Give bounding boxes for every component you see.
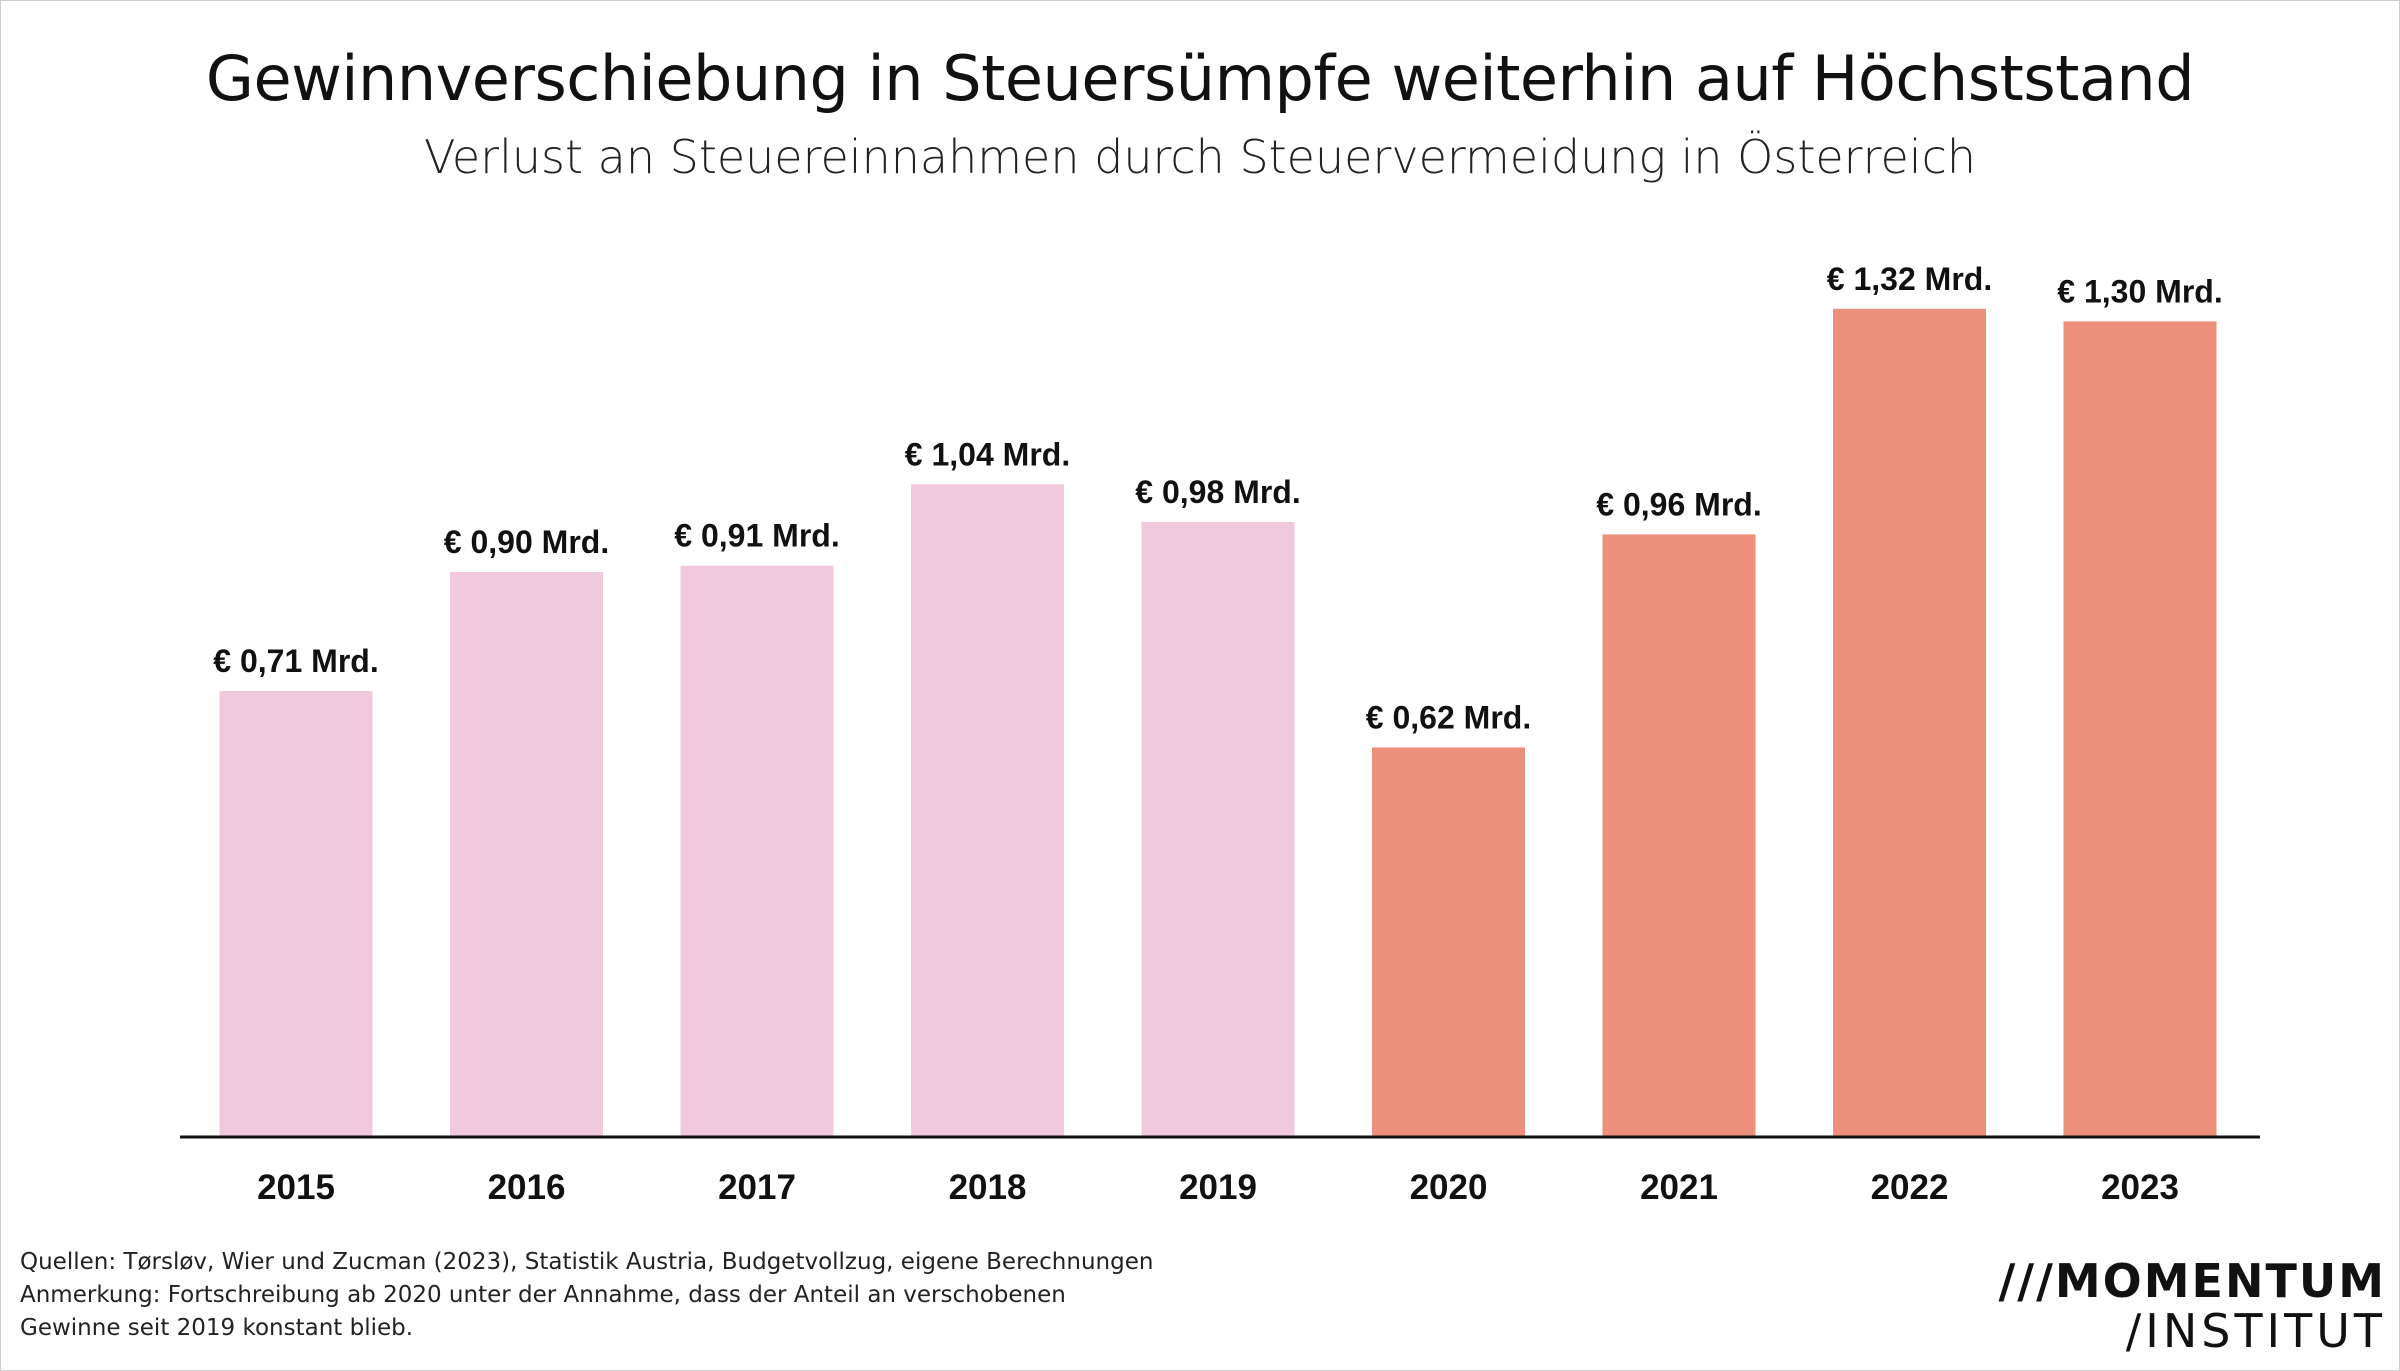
- data-label-2016: € 0,90 Mrd.: [444, 524, 609, 560]
- x-tick-label-2017: 2017: [718, 1168, 796, 1207]
- bars: [219, 308, 2217, 1136]
- data-label-2017: € 0,91 Mrd.: [674, 518, 839, 554]
- data-label-2020: € 0,62 Mrd.: [1366, 699, 1531, 735]
- x-tick-labels: 2015 2016 2017 2018 2019 2020 2021 2022 2023: [257, 1168, 2179, 1207]
- x-tick-label-2020: 2020: [1410, 1168, 1488, 1207]
- logo-word-1: MOMENTUM: [2054, 1254, 2386, 1308]
- momentum-institut-logo: ///MOMENTUM /INSTITUT: [1999, 1256, 2387, 1356]
- x-tick-label-2016: 2016: [488, 1168, 566, 1207]
- x-tick-label-2015: 2015: [257, 1168, 335, 1207]
- annotation-note-line-1: Anmerkung: Fortschreibung ab 2020 unter …: [20, 1282, 1066, 1308]
- x-tick-label-2022: 2022: [1871, 1168, 1949, 1207]
- data-label-2021: € 0,96 Mrd.: [1596, 486, 1761, 522]
- bar-2019: [1141, 521, 1295, 1136]
- x-tick-label-2018: 2018: [949, 1168, 1027, 1207]
- annotation-note-line-2: Gewinne seit 2019 konstant blieb.: [20, 1315, 414, 1341]
- logo-line-2: /INSTITUT: [1999, 1306, 2387, 1356]
- bar-2021: [1602, 534, 1756, 1136]
- bar-2023: [2063, 321, 2217, 1136]
- bar-2020: [1372, 747, 1525, 1136]
- data-label-2023: € 1,30 Mrd.: [2057, 273, 2222, 309]
- bar-2018: [911, 484, 1064, 1136]
- data-label-2019: € 0,98 Mrd.: [1135, 474, 1300, 510]
- logo-slashes: ///: [1998, 1254, 2055, 1308]
- data-label-2018: € 1,04 Mrd.: [905, 436, 1070, 472]
- data-label-2022: € 1,32 Mrd.: [1827, 261, 1992, 297]
- bar-2017: [680, 565, 834, 1136]
- logo-line-1: ///MOMENTUM: [1999, 1256, 2387, 1306]
- sources-note: Quellen: Tørsløv, Wier und Zucman (2023)…: [20, 1249, 1154, 1275]
- data-label-2015: € 0,71 Mrd.: [213, 643, 378, 679]
- chart-title: Gewinnverschiebung in Steuersümpfe weite…: [205, 42, 2195, 115]
- data-labels: € 0,71 Mrd. € 0,90 Mrd. € 0,91 Mrd. € 1,04 …: [213, 261, 2222, 736]
- x-tick-label-2023: 2023: [2101, 1168, 2179, 1207]
- chart-subtitle: Verlust an Steuereinnahmen durch Steuerv…: [423, 130, 1977, 184]
- x-tick-label-2021: 2021: [1640, 1168, 1718, 1207]
- logo-slash: /: [2125, 1304, 2146, 1358]
- x-tick-label-2019: 2019: [1179, 1168, 1257, 1207]
- logo-word-2: INSTITUT: [2145, 1304, 2386, 1358]
- bar-2015: [219, 691, 373, 1136]
- bar-2016: [450, 572, 603, 1136]
- bar-2022: [1833, 308, 1986, 1136]
